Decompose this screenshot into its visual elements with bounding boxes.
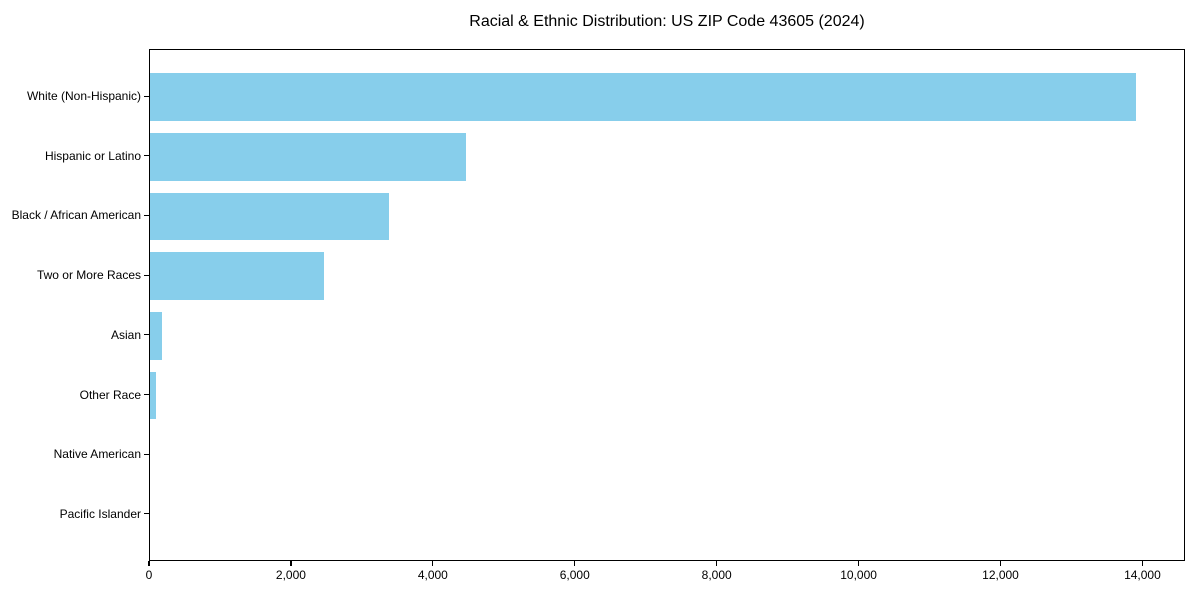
bar: [150, 132, 466, 181]
y-tick-mark: [144, 453, 149, 455]
y-tick-label: White (Non-Hispanic): [26, 89, 141, 104]
bar: [150, 73, 1137, 121]
x-tick-label: 8,000: [701, 568, 732, 582]
y-tick-mark: [144, 334, 149, 336]
y-tick-label: Pacific Islander: [59, 506, 141, 521]
y-tick-label: Native American: [53, 447, 141, 462]
y-tick-label: Asian: [110, 327, 141, 342]
x-tick-label: 14,000: [1124, 568, 1161, 582]
y-tick-label: Other Race: [79, 387, 141, 402]
y-tick-label: Black / African American: [11, 208, 141, 223]
x-tick-label: 6,000: [559, 568, 590, 582]
plot-area: [149, 49, 1185, 561]
bar: [150, 371, 157, 420]
y-tick-mark: [144, 513, 149, 515]
y-tick-mark: [144, 393, 149, 396]
y-tick-mark: [144, 274, 149, 276]
x-tick-mark: [148, 561, 150, 566]
x-tick-mark: [857, 561, 860, 566]
bar: [150, 252, 324, 301]
x-tick-mark: [432, 561, 434, 566]
y-tick-mark: [144, 214, 149, 217]
y-tick-label: Hispanic or Latino: [44, 148, 141, 163]
x-tick-label: 12,000: [982, 568, 1019, 582]
x-tick-label: 2,000: [275, 568, 306, 582]
bar: [150, 192, 390, 241]
x-tick-mark: [574, 561, 576, 566]
y-tick-mark: [144, 155, 149, 157]
x-tick-mark: [999, 561, 1002, 566]
x-tick-label: 0: [145, 568, 153, 582]
x-tick-mark: [716, 561, 718, 566]
x-tick-label: 4,000: [417, 568, 448, 582]
y-tick-mark: [144, 95, 149, 97]
x-tick-mark: [290, 561, 292, 566]
bar: [150, 311, 163, 360]
y-tick-label: Two or More Races: [36, 268, 141, 283]
x-tick-mark: [1141, 561, 1143, 566]
chart-title: Racial & Ethnic Distribution: US ZIP Cod…: [469, 13, 865, 30]
x-tick-label: 10,000: [840, 568, 877, 582]
